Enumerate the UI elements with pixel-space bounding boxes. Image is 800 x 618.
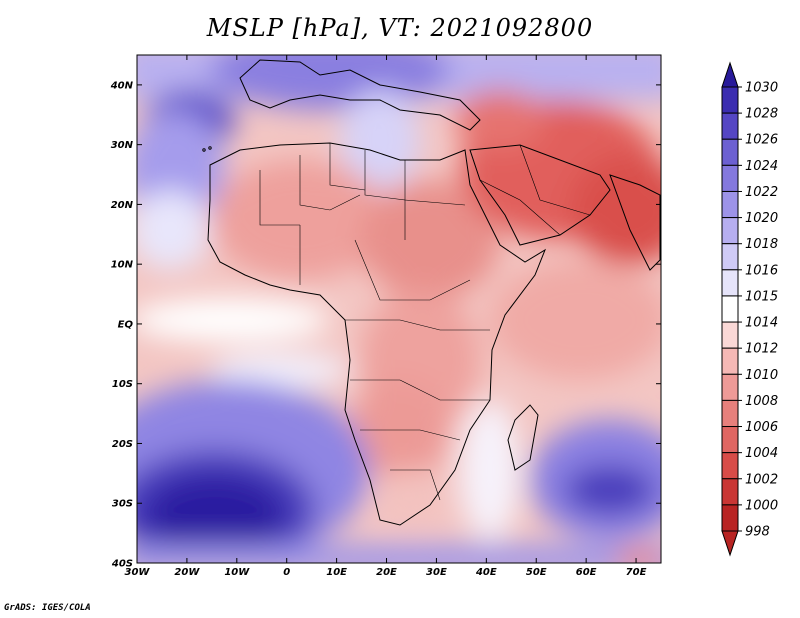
- lon-tick-label: 40E: [475, 567, 497, 578]
- map-frame: [136, 54, 662, 564]
- colorbar-swatch: [721, 138, 739, 166]
- colorbar-label: 1002: [745, 472, 778, 487]
- lon-tick-label: 0: [283, 567, 290, 578]
- lat-tick-label: 20N: [111, 200, 134, 211]
- lat-tick-label: 10N: [111, 260, 134, 271]
- lat-tick-label: 10S: [112, 379, 133, 390]
- colorbar-label: 1006: [745, 420, 778, 435]
- map-axes: 30W 20W 10W 0 10E 20E 30E 40E 50E 60E 70E 40N 30N 20N…: [110, 55, 661, 578]
- colorbar: 1030 1028 1026 1024 1022 1020 1018 1016 1015 1014…: [721, 61, 778, 557]
- lon-tick-label: 10W: [224, 567, 250, 578]
- lon-tick-label: 70E: [626, 567, 647, 578]
- lon-tick-label: 20W: [174, 567, 200, 578]
- colorbar-swatch: [721, 164, 739, 192]
- colorbar-swatch: [721, 373, 739, 401]
- colorbar-swatch: [721, 426, 739, 454]
- colorbar-swatch: [721, 295, 739, 323]
- chart-title: MSLP [hPa], VT: 2021092800: [206, 14, 594, 42]
- lat-tick-label: 40N: [110, 80, 134, 91]
- colorbar-arrow-bottom: [721, 530, 739, 557]
- lat-tick-label: 40S: [111, 559, 133, 570]
- colorbar-swatch: [721, 399, 739, 428]
- colorbar-swatch: [721, 112, 739, 140]
- colorbar-swatch: [721, 243, 739, 271]
- country-borders: [259, 143, 591, 501]
- colorbar-swatch: [721, 86, 739, 114]
- colorbar-label: 1008: [745, 394, 778, 409]
- colorbar-swatch: [721, 321, 739, 349]
- colorbar-arrow-top: [721, 61, 739, 88]
- colorbar-label: 1026: [745, 133, 778, 148]
- colorbar-label: 998: [745, 525, 770, 540]
- colorbar-label: 1014: [745, 316, 778, 331]
- colorbar-label: 1016: [745, 263, 778, 278]
- lon-tick-label: 30E: [426, 567, 447, 578]
- colorbar-label: 1030: [745, 81, 778, 96]
- colorbar-label: 1018: [745, 237, 778, 252]
- colorbar-swatch: [721, 452, 739, 480]
- lon-tick-label: 30W: [125, 567, 151, 578]
- colorbar-label: 1024: [745, 159, 778, 174]
- credit-text: GrADS: IGES/COLA: [4, 603, 91, 613]
- colorbar-swatch: [721, 478, 739, 506]
- colorbar-label: 1022: [745, 185, 778, 200]
- colorbar-label: 1010: [745, 368, 778, 383]
- colorbar-swatch: [721, 347, 739, 375]
- colorbar-swatch: [721, 217, 739, 245]
- lat-tick-label: EQ: [118, 319, 134, 330]
- colorbar-label: 1000: [745, 498, 778, 513]
- pressure-field: [137, 55, 661, 563]
- lat-tick-label: 30S: [112, 499, 133, 510]
- colorbar-label: 1004: [745, 446, 778, 461]
- lat-tick-label: 30N: [111, 140, 134, 151]
- colorbar-swatch: [721, 190, 739, 219]
- lat-tick-label: 20S: [112, 439, 133, 450]
- colorbar-swatch: [721, 269, 739, 297]
- colorbar-swatch: [721, 504, 739, 532]
- lon-tick-label: 60E: [576, 567, 597, 578]
- lon-tick-label: 10E: [326, 567, 347, 578]
- colorbar-label: 1020: [745, 211, 778, 226]
- lon-tick-label: 20E: [376, 567, 397, 578]
- colorbar-label: 1015: [745, 289, 778, 304]
- colorbar-label: 1028: [745, 107, 778, 122]
- lon-tick-label: 50E: [526, 567, 547, 578]
- colorbar-label: 1012: [745, 342, 778, 357]
